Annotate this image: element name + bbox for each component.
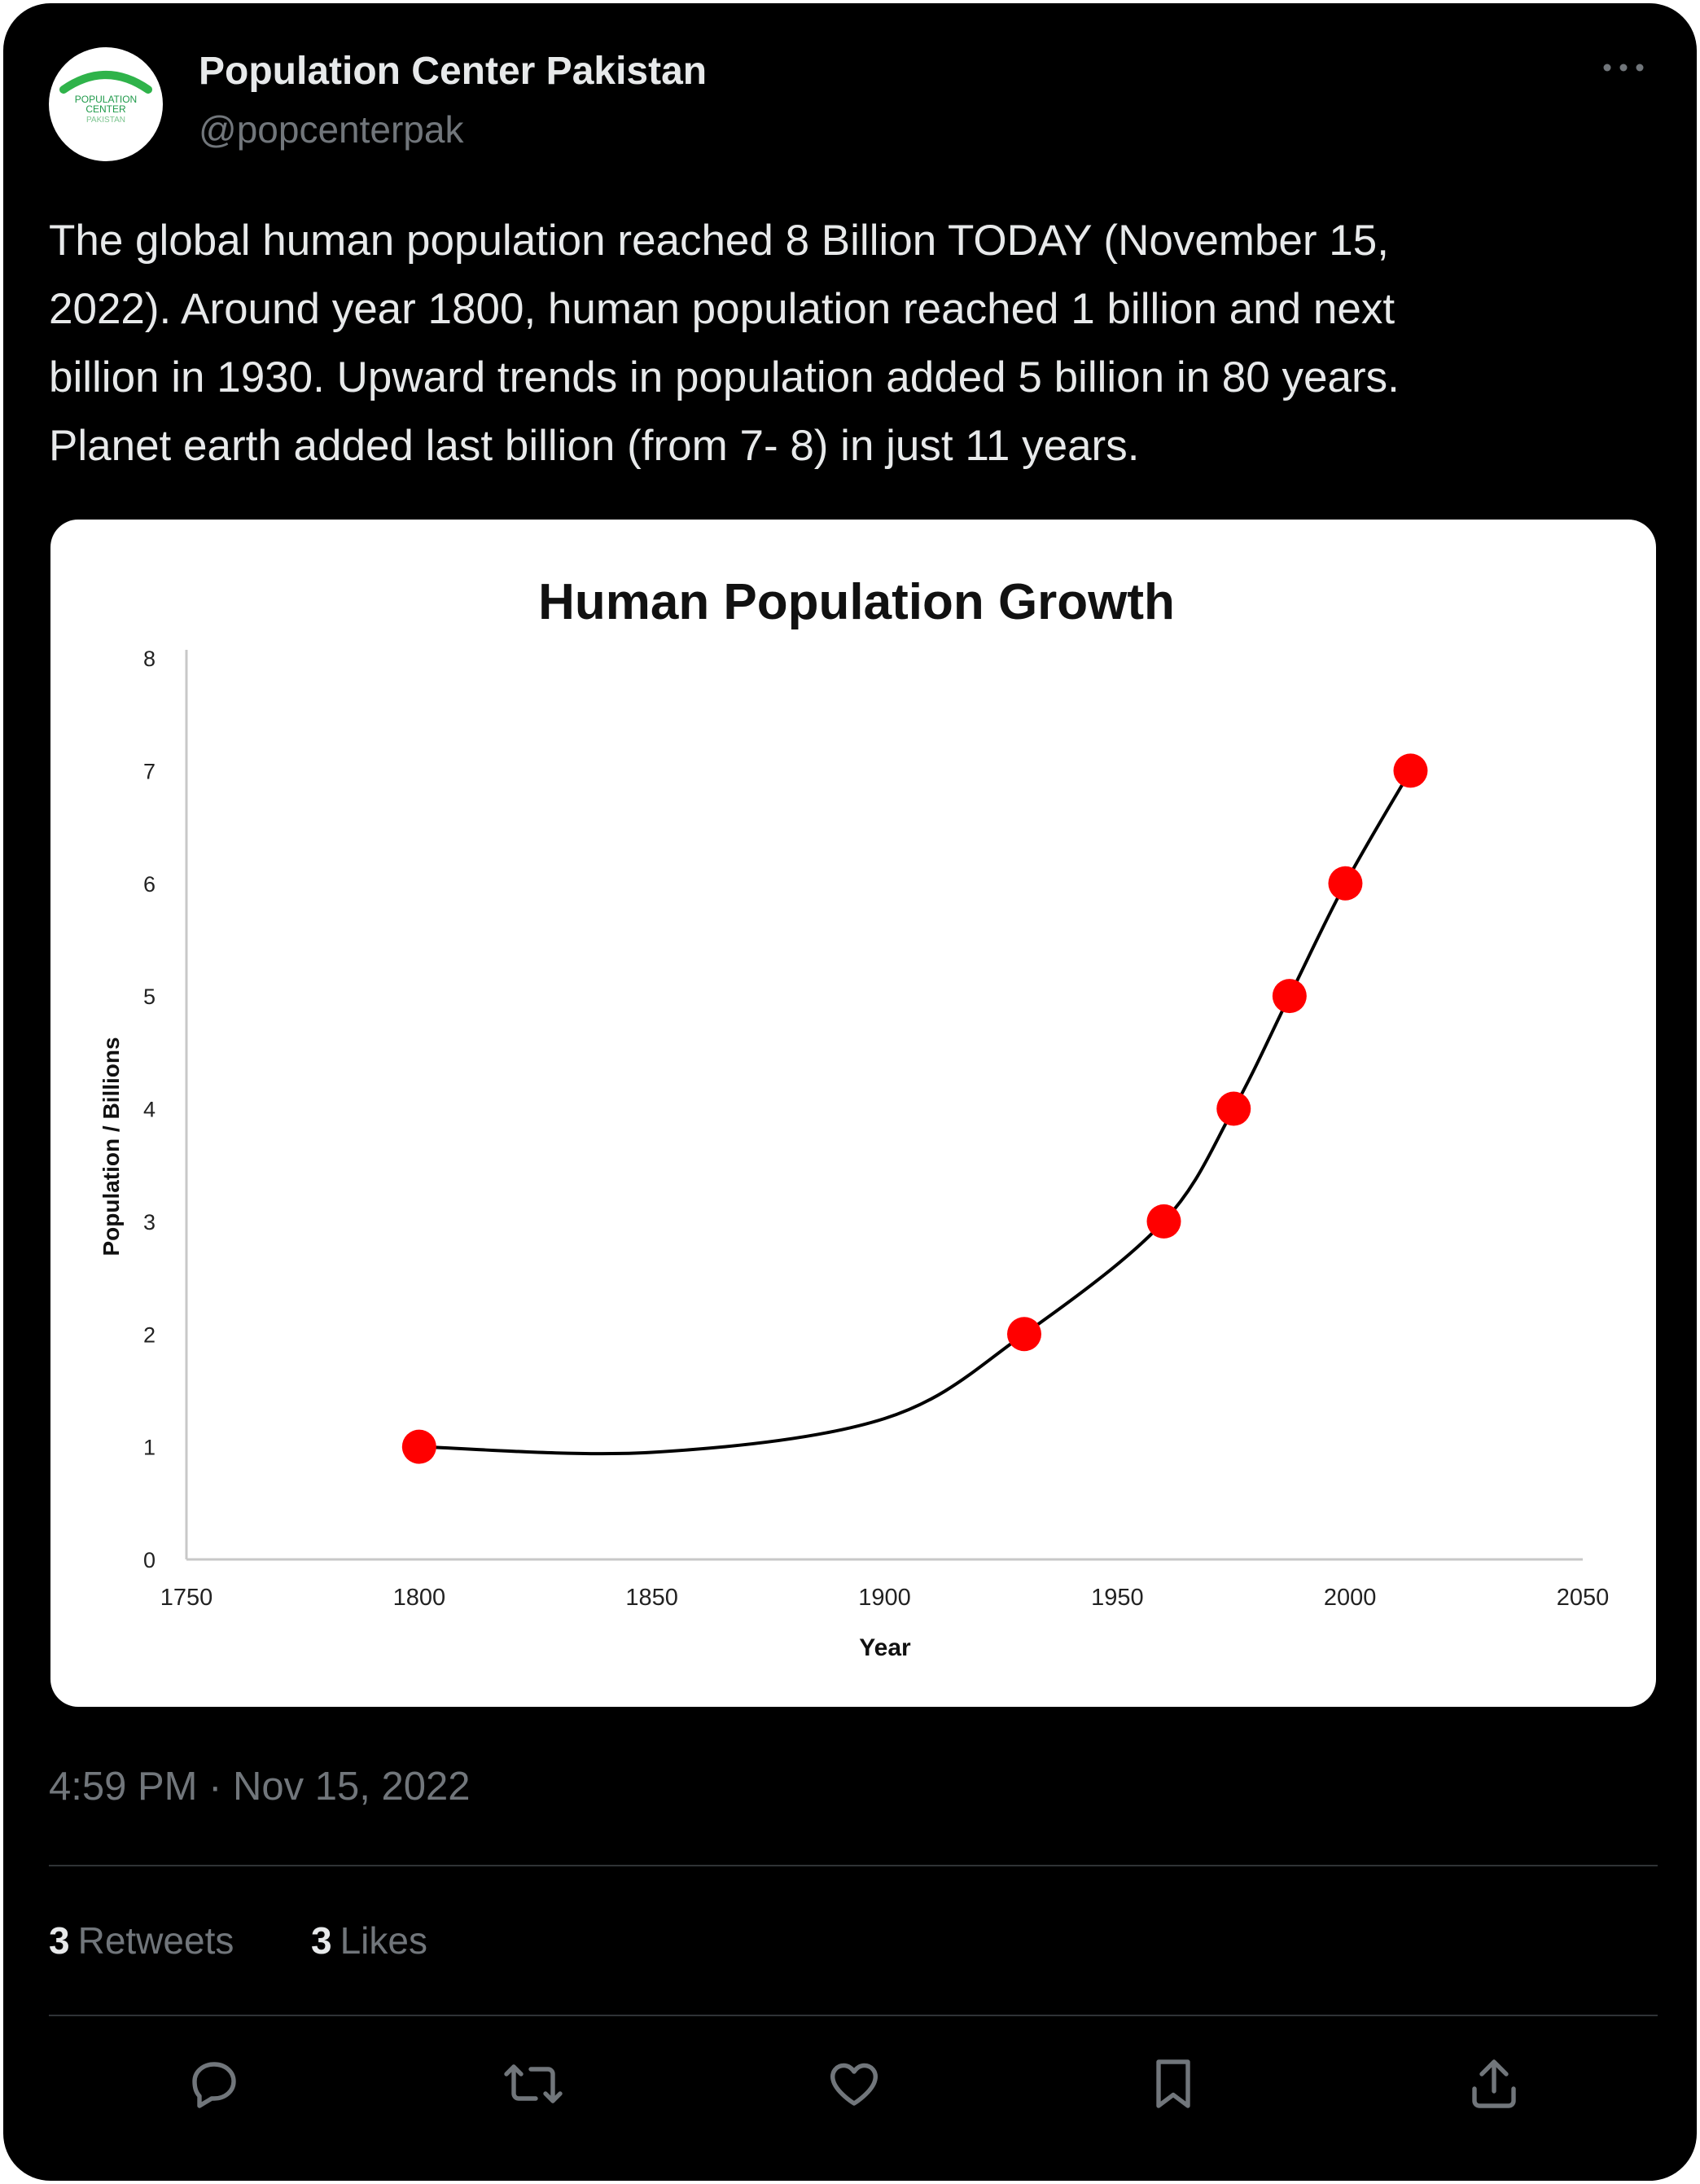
bookmark-icon — [1156, 2059, 1190, 2108]
tweet-text-line: The global human population reached 8 Bi… — [49, 217, 1389, 265]
likes-label: Likes — [340, 1919, 427, 1962]
retweets-stat[interactable]: 3 Retweets — [49, 1919, 234, 1963]
chart-data-point — [1146, 1204, 1181, 1239]
chart-title: Human Population Growth — [538, 574, 1175, 630]
chart-y-tick-label: 5 — [143, 985, 156, 1009]
tweet-text-line: billion in 1930. Upward trends in popula… — [49, 353, 1400, 401]
divider — [49, 1865, 1658, 1866]
tweet-card: POPULATION CENTER PAKISTAN Population Ce… — [3, 3, 1697, 2181]
more-options-button[interactable] — [1591, 52, 1656, 93]
reply-icon — [192, 2062, 236, 2108]
chart-data-point — [1007, 1317, 1041, 1352]
author-handle[interactable]: @popcenterpak — [199, 108, 464, 151]
chart-x-tick-label: 2000 — [1324, 1585, 1377, 1611]
chart-trendline — [418, 770, 1413, 1456]
chart-y-tick-label: 0 — [143, 1548, 156, 1572]
chart-x-tick-label: 1750 — [160, 1585, 213, 1611]
retweets-label: Retweets — [77, 1919, 234, 1962]
divider — [49, 2015, 1658, 2016]
chart-data-point — [1393, 753, 1428, 788]
chart-data-point — [1216, 1091, 1251, 1126]
bookmark-button[interactable] — [1137, 2047, 1210, 2120]
share-button[interactable] — [1457, 2047, 1531, 2120]
chart-y-tick-label: 8 — [143, 647, 156, 671]
population-chart: Human Population Growth 1750 1800 1850 1900… — [99, 574, 1610, 1661]
likes-count: 3 — [311, 1919, 332, 1962]
chart-data-point — [1272, 979, 1307, 1014]
chart-x-tick-label: 1800 — [393, 1585, 446, 1611]
chart-y-tick-label: 6 — [143, 872, 156, 897]
chart-y-axis-label: Population / Billions — [99, 1037, 124, 1256]
tweet-text-line: 2022). Around year 1800, human populatio… — [49, 285, 1395, 333]
reply-button[interactable] — [177, 2047, 251, 2120]
author-name[interactable]: Population Center Pakistan — [199, 50, 708, 93]
avatar-text-line-2: CENTER — [85, 103, 126, 115]
popcenter-logo-icon: POPULATION CENTER PAKISTAN — [59, 71, 152, 125]
chart-data-point — [1328, 866, 1363, 901]
chart-x-tick-label: 1950 — [1091, 1585, 1144, 1611]
likes-stat[interactable]: 3 Likes — [311, 1919, 427, 1963]
avatar[interactable]: POPULATION CENTER PAKISTAN — [49, 47, 163, 161]
chart-y-tick-label: 4 — [143, 1098, 156, 1122]
retweet-button[interactable] — [497, 2047, 570, 2120]
tweet-media-chart[interactable]: Human Population Growth 1750 1800 1850 1900… — [50, 520, 1656, 1707]
chart-data-point — [401, 1429, 436, 1464]
tweet-text: The global human population reached 8 Bi… — [49, 207, 1645, 480]
chart-x-tick-label: 2050 — [1557, 1585, 1610, 1611]
chart-y-tick-label: 7 — [143, 759, 156, 783]
chart-x-axis-label: Year — [859, 1634, 911, 1661]
like-icon — [830, 2063, 878, 2106]
tweet-timestamp[interactable]: 4:59 PM · Nov 15, 2022 — [49, 1765, 471, 1809]
chart-x-tick-label: 1900 — [858, 1585, 911, 1611]
chart-x-tick-label: 1850 — [625, 1585, 678, 1611]
chart-y-tick-label: 3 — [143, 1210, 156, 1235]
tweet-text-line: Planet earth added last billion (from 7-… — [49, 422, 1140, 470]
avatar-text-line-3: PAKISTAN — [86, 116, 125, 125]
retweet-icon — [504, 2064, 563, 2103]
share-icon — [1472, 2059, 1516, 2108]
avatar-text-line-1: POPULATION — [75, 94, 137, 105]
chart-y-tick-label: 2 — [143, 1322, 156, 1347]
chart-y-tick-label: 1 — [143, 1436, 156, 1460]
like-button[interactable] — [817, 2047, 891, 2120]
more-icon — [1603, 64, 1644, 72]
retweets-count: 3 — [49, 1919, 70, 1962]
